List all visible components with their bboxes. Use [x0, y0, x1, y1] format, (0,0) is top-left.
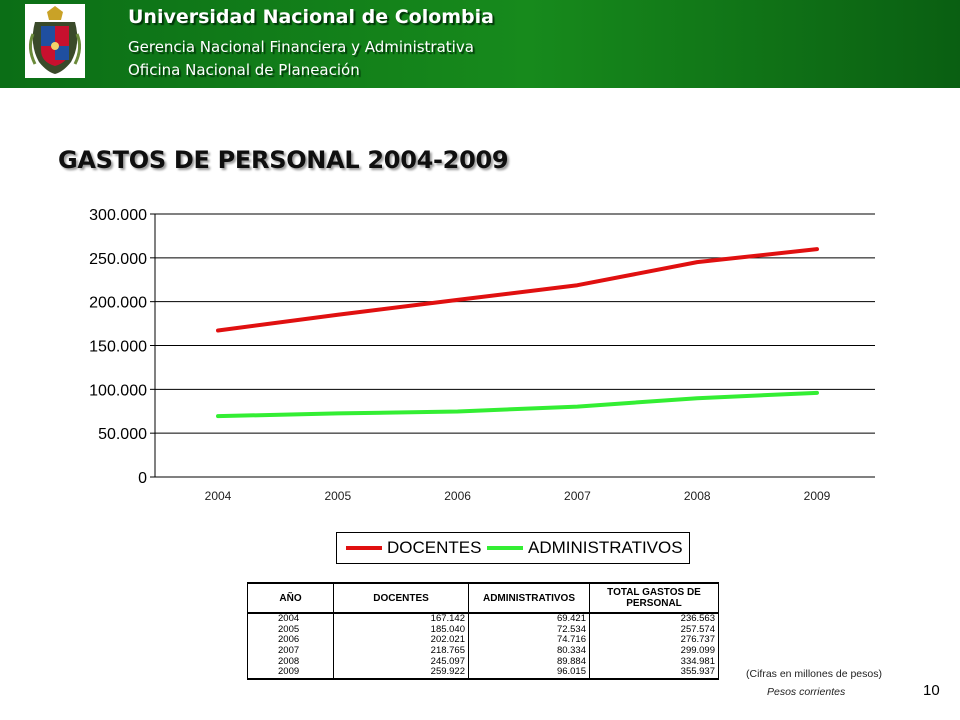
data-point — [216, 328, 220, 332]
department-name: Gerencia Nacional Financiera y Administr… — [128, 38, 474, 56]
university-name: Universidad Nacional de Colombia — [128, 6, 494, 28]
legend-docentes-label: DOCENTES — [387, 538, 482, 557]
y-tick-label: 300.000 — [89, 207, 147, 224]
x-tick-label: 2009 — [804, 489, 831, 503]
data-point — [695, 260, 699, 264]
x-tick-label: 2005 — [324, 489, 351, 503]
table-row: 2006 202.021 74.716 276.737 — [247, 635, 719, 646]
chart-svg: 0 50.000 100.000 150.000 200.000 250.000 300.0… — [89, 207, 875, 503]
page-number: 10 — [923, 682, 940, 699]
line-chart: 0 50.000 100.000 150.000 200.000 250.000 300.0… — [0, 195, 960, 525]
y-tick-label: 250.000 — [89, 251, 147, 268]
data-point — [336, 313, 340, 317]
cell-docentes: 218.765 — [333, 646, 469, 657]
table-row: 2004 167.142 69.421 236.563 — [247, 612, 719, 625]
cell-total: 236.563 — [589, 612, 719, 625]
col-header-year: AÑO — [247, 582, 334, 614]
series-line-administrativos — [216, 390, 819, 419]
cell-administrativos: 69.421 — [468, 612, 590, 625]
data-point — [336, 411, 340, 415]
cell-total: 276.737 — [589, 635, 719, 646]
cell-total: 355.937 — [589, 667, 719, 680]
y-tick-label: 50.000 — [98, 426, 147, 443]
table-header-row: AÑO DOCENTES ADMINISTRATIVOS TOTAL GASTO… — [247, 582, 719, 614]
data-point — [695, 396, 699, 400]
cell-year: 2009 — [247, 667, 334, 680]
data-point — [815, 391, 819, 395]
legend-docentes-swatch — [346, 546, 382, 550]
data-point — [456, 298, 460, 302]
data-point — [456, 409, 460, 413]
x-tick-label: 2006 — [444, 489, 471, 503]
table-row: 2008 245.097 89.884 334.981 — [247, 656, 719, 667]
col-header-docentes: DOCENTES — [333, 582, 469, 614]
office-name: Oficina Nacional de Planeación — [128, 61, 360, 79]
x-tick-label: 2007 — [564, 489, 591, 503]
chart-legend: DOCENTES ADMINISTRATIVOS — [336, 532, 690, 564]
cell-administrativos: 96.015 — [468, 667, 590, 680]
series-line-docentes — [216, 247, 819, 333]
university-logo — [25, 4, 85, 78]
legend-administrativos-swatch — [487, 546, 523, 550]
data-point — [216, 414, 220, 418]
cell-total: 257.574 — [589, 625, 719, 636]
y-tick-label: 200.000 — [89, 295, 147, 312]
coat-of-arms-icon — [25, 4, 85, 78]
table-row: 2005 185.040 72.534 257.574 — [247, 625, 719, 636]
cell-docentes: 167.142 — [333, 612, 469, 625]
cell-docentes: 259.922 — [333, 667, 469, 680]
units-note: (Cifras en millones de pesos) — [746, 668, 882, 680]
table-row: 2007 218.765 80.334 299.099 — [247, 646, 719, 657]
cell-total: 334.981 — [589, 656, 719, 667]
y-tick-label: 100.000 — [89, 382, 147, 399]
cell-year: 2007 — [247, 646, 334, 657]
cell-administrativos: 80.334 — [468, 646, 590, 657]
table-row: 2009 259.922 96.015 355.937 — [247, 667, 719, 680]
y-tick-label: 150.000 — [89, 339, 147, 356]
y-tick-label: 0 — [138, 470, 147, 487]
col-header-administrativos: ADMINISTRATIVOS — [468, 582, 590, 614]
data-table: AÑO DOCENTES ADMINISTRATIVOS TOTAL GASTO… — [247, 582, 719, 680]
data-point — [575, 405, 579, 409]
x-tick-label: 2008 — [684, 489, 711, 503]
data-point — [815, 247, 819, 251]
cell-year: 2004 — [247, 612, 334, 625]
prices-note: Pesos corrientes — [767, 686, 846, 698]
data-point — [575, 283, 579, 287]
header-banner: Universidad Nacional de Colombia Gerenci… — [0, 0, 960, 88]
page-title: GASTOS DE PERSONAL 2004-2009 — [58, 146, 509, 174]
x-tick-label: 2004 — [205, 489, 232, 503]
legend-administrativos-label: ADMINISTRATIVOS — [528, 538, 683, 557]
cell-total: 299.099 — [589, 646, 719, 657]
col-header-total: TOTAL GASTOS DE PERSONAL — [589, 582, 719, 614]
